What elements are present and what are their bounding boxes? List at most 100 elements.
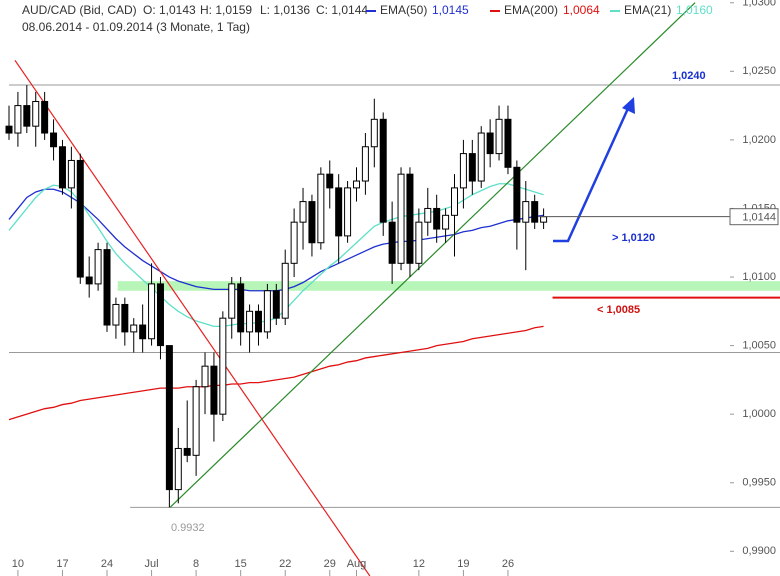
annotation: > 1,0120: [612, 232, 655, 244]
candle-body: [317, 173, 325, 244]
candle-body: [14, 105, 22, 134]
legend-name: EMA(200): [504, 3, 558, 17]
y-tick-label: 1,0100: [742, 271, 776, 283]
candle-body: [254, 310, 262, 333]
y-tick-label: 1,0300: [742, 0, 776, 9]
candle-body: [388, 221, 396, 264]
x-tick-label: 29: [324, 558, 336, 570]
candle-body: [290, 221, 298, 264]
support-band: [117, 281, 780, 291]
candle-body: [85, 276, 93, 285]
current-label: 1,0144: [742, 212, 776, 224]
candle-body: [112, 303, 120, 326]
quote-value: O: 1,0143: [143, 3, 196, 17]
y-tick-label: 1,0200: [742, 134, 776, 146]
candle-body: [210, 365, 218, 415]
candle-body: [156, 283, 164, 347]
candle-body: [397, 173, 405, 264]
plot: [5, 2, 780, 576]
y-tick-label: 0,9950: [742, 477, 776, 489]
x-tick-label: 26: [502, 558, 514, 570]
y-tick-label: 1,0000: [742, 408, 776, 420]
x-tick-label: Aug: [347, 558, 367, 570]
candle-body: [23, 105, 31, 127]
x-tick-label: Jul: [145, 558, 159, 570]
candle-body: [76, 159, 84, 278]
y-tick-label: 0,9900: [742, 545, 776, 557]
candle-body: [424, 207, 432, 223]
candle-body: [130, 324, 138, 333]
candle-body: [281, 262, 289, 319]
quote-value: C: 1,0144: [316, 3, 368, 17]
x-tick-label: 22: [279, 558, 291, 570]
candle-body: [192, 386, 200, 456]
candle-body: [5, 125, 13, 134]
y-tick-label: 1,0250: [742, 65, 776, 77]
candle-body: [406, 173, 414, 264]
quote-value: L: 1,0136: [260, 3, 310, 17]
candle-body: [415, 221, 423, 264]
x-tick-label: 8: [193, 558, 199, 570]
candle-body: [165, 345, 173, 491]
candle-body: [361, 146, 369, 182]
legend-value: 1,0145: [432, 3, 469, 17]
legend-name: EMA(21): [624, 3, 671, 17]
trendline: [14, 60, 371, 576]
candle-body: [335, 187, 343, 237]
candle-body: [308, 201, 316, 244]
candle-body: [495, 118, 503, 155]
candle-body: [531, 201, 539, 223]
candle-body: [522, 201, 530, 223]
x-tick-label: 15: [235, 558, 247, 570]
candle-body: [540, 216, 548, 223]
candle-body: [263, 290, 271, 333]
annotation: < 1,0085: [597, 304, 640, 316]
candle-body: [228, 283, 236, 319]
candle-body: [58, 146, 66, 189]
x-tick-label: 17: [56, 558, 68, 570]
candle-body: [299, 201, 307, 223]
candle-body: [201, 365, 209, 388]
x-tick-label: 10: [12, 558, 24, 570]
trendline: [169, 2, 696, 508]
candle-body: [50, 132, 58, 148]
candle-body: [94, 249, 102, 285]
candle-body: [67, 159, 75, 189]
quote-value: H: 1,0159: [200, 3, 252, 17]
y-tick-label: 1,0050: [742, 340, 776, 352]
annotation: 1,0240: [672, 70, 706, 82]
current-box: [729, 208, 779, 226]
chart-title: AUD/CAD (Bid, CAD): [22, 3, 137, 17]
candle-body: [246, 310, 254, 333]
candle-body: [379, 118, 387, 223]
legend-value: 1,0160: [676, 3, 713, 17]
x-tick-label: 12: [413, 558, 425, 570]
arrow: [553, 103, 632, 243]
candle-body: [148, 283, 156, 340]
candle-body: [139, 324, 147, 340]
ema-line: [8, 325, 544, 421]
candle-body: [486, 132, 494, 155]
legend-value: 1,0064: [563, 3, 600, 17]
candle-body: [121, 303, 129, 333]
candle-body: [326, 173, 334, 189]
candle-body: [468, 153, 476, 182]
candle-body: [504, 118, 512, 168]
candle-body: [442, 214, 450, 230]
candle-body: [433, 207, 441, 230]
candle-body: [32, 100, 40, 127]
candle-body: [459, 153, 467, 189]
legend-name: EMA(50): [380, 3, 427, 17]
candle-body: [237, 283, 245, 333]
arrow-head: [622, 97, 635, 114]
candle-body: [477, 132, 485, 182]
candle-body: [344, 187, 352, 237]
x-tick-label: 19: [457, 558, 469, 570]
candle-body: [219, 317, 227, 415]
candle-body: [352, 180, 360, 189]
x-tick-label: 24: [101, 558, 113, 570]
candle-body: [103, 249, 111, 326]
candle-body: [513, 166, 521, 223]
chart-subtitle: 08.06.2014 - 01.09.2014 (3 Monate, 1 Tag…: [22, 20, 250, 34]
